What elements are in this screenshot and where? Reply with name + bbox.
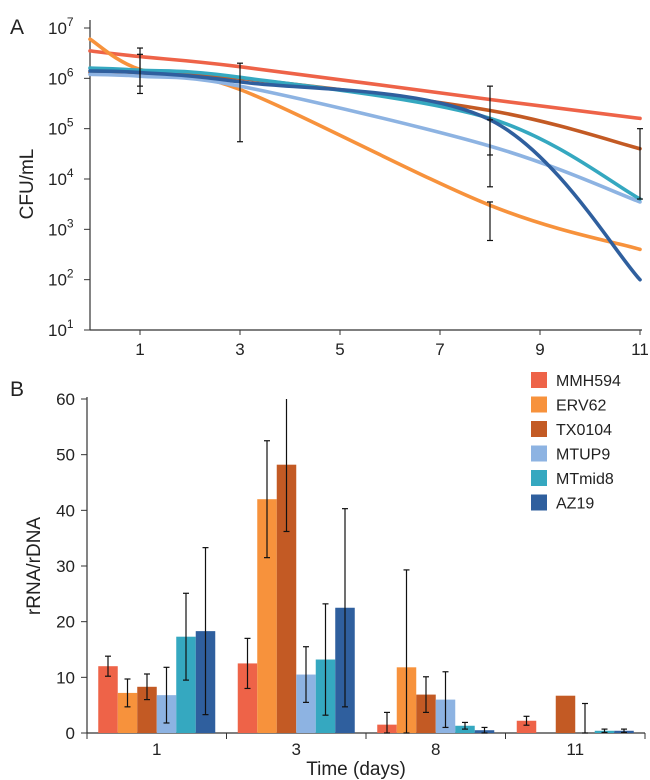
bar-ERV62-day-3 — [257, 499, 277, 733]
panel-a-y-tick-exponent: 4 — [67, 166, 74, 180]
legend-swatch-TX0104 — [531, 421, 547, 437]
legend-swatch-MTUP9 — [531, 445, 547, 462]
panel-b-x-tick-label: 1 — [152, 740, 161, 759]
panel-a-point-AZ19 — [638, 278, 642, 282]
panel-a-point-MTUP9 — [88, 72, 92, 76]
panel-b-axes: 0 10 20 30 40 50 60 1 3 8 11 — [56, 390, 646, 759]
panel-a-point-MTUP9 — [638, 200, 642, 204]
legend-swatch-MMH594 — [531, 372, 547, 388]
panel-b-x-tick-label: 3 — [292, 740, 301, 759]
panel-a-point-MMH594 — [88, 49, 92, 53]
bar-TX0104-day-8 — [416, 694, 436, 733]
bar-TX0104-day-11 — [555, 695, 576, 733]
panel-a-x-tick-label: 9 — [535, 340, 544, 359]
panel-a-series — [88, 37, 642, 282]
panel-a-point-AZ19 — [88, 69, 92, 73]
panel-a-point-ERV62 — [638, 247, 642, 251]
bar-MTUP9-day-3 — [296, 674, 316, 733]
panel-b-bars — [98, 399, 634, 734]
legend-label-MMH594: MMH594 — [556, 373, 621, 390]
panel-a-y-tick-exponent: 1 — [67, 317, 74, 331]
panel-b-x-axis-label: Time (days) — [306, 759, 406, 780]
panel-a-x-tick-label: 1 — [135, 340, 144, 359]
legend-label-MTUP9: MTUP9 — [556, 447, 610, 464]
panel-a-y-tick-label: 105 — [48, 116, 74, 139]
panel-a-y-tick-exponent: 2 — [67, 267, 74, 281]
panel-a-axes: 101 102 103 104 105 106 107 1 3 5 7 9 11 — [48, 15, 649, 359]
bar-TX0104-day-1 — [137, 686, 157, 733]
bar-MMH594-day-1 — [98, 666, 118, 733]
panel-a-line-MMH594 — [88, 49, 642, 121]
panel-a-letter: A — [10, 16, 24, 39]
panel-b-y-tick-label: 60 — [56, 390, 75, 409]
panel-b-y-axis-label: rRNA/rDNA — [24, 517, 45, 615]
panel-a-error-bars — [137, 47, 643, 242]
bar-ERV62-day-1 — [117, 692, 138, 733]
legend-label-MTmid8: MTmid8 — [556, 471, 614, 488]
bar-TX0104-day-3 — [276, 464, 297, 733]
panel-b-x-tick-label: 8 — [431, 740, 440, 759]
bar-MMH594-day-3 — [237, 663, 258, 733]
legend-label-ERV62: ERV62 — [556, 398, 607, 415]
legend-swatch-MTmid8 — [531, 470, 547, 486]
panel-a-x-tick-label: 7 — [435, 340, 444, 359]
panel-a-y-tick-exponent: 5 — [67, 116, 74, 130]
panel-b-y-tick-label: 30 — [56, 557, 75, 576]
panel-a: A CFU/mL 101 102 103 104 105 106 107 1 3 5 7 9 11 — [10, 15, 649, 359]
panel-a-line-MTmid8 — [88, 66, 642, 201]
panel-a-y-tick-label: 103 — [48, 216, 74, 239]
legend-label-TX0104: TX0104 — [556, 422, 612, 439]
panel-a-y-axis-label: CFU/mL — [17, 149, 38, 220]
legend: MMH594 ERV62 TX0104 MTUP9 MTmid8 AZ19 — [531, 372, 621, 513]
panel-a-y-tick-exponent: 6 — [67, 65, 74, 79]
panel-a-line-AZ19 — [88, 69, 642, 282]
panel-b-y-tick-label: 20 — [56, 613, 75, 632]
panel-b: B rRNA/rDNA Time (days) 0 10 20 30 40 50 60 1 3 8… — [10, 372, 646, 780]
panel-a-y-tick-exponent: 3 — [67, 216, 74, 230]
panel-a-point-ERV62 — [88, 37, 92, 41]
panel-a-y-tick-label: 107 — [48, 15, 74, 38]
panel-a-x-tick-label: 11 — [631, 340, 649, 359]
panel-a-y-tick-exponent: 7 — [67, 15, 74, 29]
panel-b-y-tick-label: 40 — [56, 501, 75, 520]
panel-a-x-tick-label: 5 — [335, 340, 344, 359]
panel-b-letter: B — [10, 378, 24, 401]
panel-b-x-tick-label: 11 — [566, 740, 584, 759]
legend-swatch-AZ19 — [531, 494, 547, 511]
panel-a-y-tick-label: 102 — [48, 267, 74, 290]
panel-a-y-tick-label: 106 — [48, 65, 74, 88]
panel-a-y-tick-label: 101 — [48, 317, 74, 340]
panel-a-point-MTmid8 — [88, 66, 92, 70]
bar-MTmid8-day-1 — [176, 636, 196, 733]
bar-MMH594-day-11 — [516, 720, 537, 733]
panel-b-y-tick-label: 50 — [56, 446, 75, 465]
legend-swatch-ERV62 — [531, 396, 547, 413]
panel-a-y-tick-label: 104 — [48, 166, 74, 189]
panel-a-x-tick-label: 3 — [235, 340, 244, 359]
panel-b-y-tick-label: 0 — [66, 724, 75, 743]
panel-b-y-tick-label: 10 — [56, 668, 75, 687]
panel-a-point-MMH594 — [638, 116, 642, 120]
legend-label-AZ19: AZ19 — [556, 496, 594, 513]
